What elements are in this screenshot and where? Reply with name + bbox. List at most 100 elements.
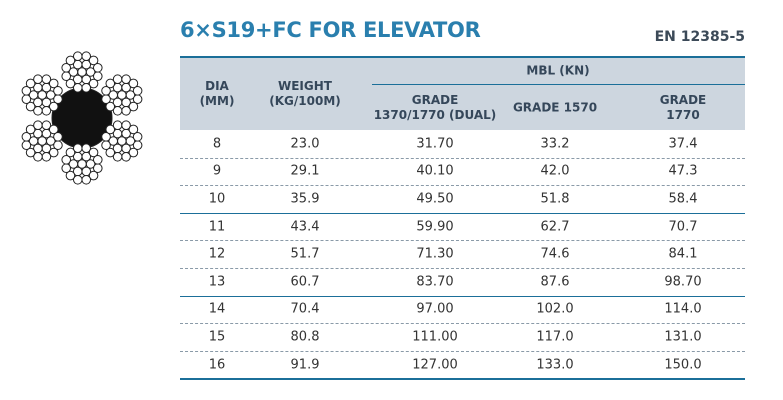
wire <box>121 74 131 85</box>
wire <box>125 90 136 100</box>
wire <box>88 170 99 181</box>
wire <box>101 131 111 142</box>
bottom-border <box>180 378 745 381</box>
wire <box>88 147 99 158</box>
cell: 83.70 <box>416 274 454 290</box>
wire <box>112 105 123 116</box>
row-rule <box>180 323 745 325</box>
cell: 29.1 <box>290 163 320 179</box>
wire <box>65 170 76 181</box>
cell: 131.0 <box>664 329 702 345</box>
wire <box>112 74 123 85</box>
row-rule <box>180 350 745 352</box>
cell: 8 <box>212 136 222 152</box>
wire <box>45 90 56 100</box>
cell: 11 <box>208 219 226 235</box>
cell: 42.0 <box>540 163 570 179</box>
wire <box>41 74 52 85</box>
wire <box>121 120 131 131</box>
rope-illustration <box>21 51 143 185</box>
cell: 97.00 <box>416 301 454 317</box>
header-rule <box>372 84 745 85</box>
wire <box>53 131 63 142</box>
wire <box>28 90 39 100</box>
cell: 84.1 <box>668 246 698 262</box>
wire <box>108 136 119 146</box>
wire <box>25 101 36 112</box>
cell: 16 <box>208 357 226 373</box>
wire <box>33 105 43 116</box>
cell: 150.0 <box>664 357 702 373</box>
title: 6×S19+FC FOR ELEVATOR <box>180 18 481 42</box>
wire <box>25 78 36 89</box>
wire <box>105 101 116 112</box>
wire <box>81 82 92 93</box>
cell: 10 <box>208 191 226 207</box>
wire <box>68 67 79 77</box>
cell: 102.0 <box>536 301 574 317</box>
wire <box>72 143 83 154</box>
wire <box>72 51 83 62</box>
cell: 13 <box>208 274 226 290</box>
column-header: WEIGHT (KG/100M) <box>269 79 341 108</box>
wire <box>72 174 83 185</box>
cell: 9 <box>212 163 222 179</box>
cell: 15 <box>208 329 226 345</box>
cell: 70.7 <box>668 219 698 235</box>
cell: 31.70 <box>416 136 454 152</box>
wire <box>41 120 52 131</box>
row-rule <box>180 157 745 159</box>
wire <box>81 51 92 62</box>
wire <box>53 85 63 96</box>
wire <box>121 151 131 162</box>
wire <box>128 147 139 158</box>
cell: 114.0 <box>664 301 702 317</box>
row-rule <box>180 185 745 187</box>
wire <box>81 143 92 154</box>
standard: EN 12385-5 <box>654 29 745 45</box>
wire <box>105 147 116 158</box>
wire <box>85 159 96 169</box>
wire <box>61 71 72 82</box>
wire <box>105 78 116 89</box>
column-header: GRADE 1570 <box>512 100 598 115</box>
wire <box>92 62 103 73</box>
wire <box>128 78 139 89</box>
wire <box>108 90 119 100</box>
cell: 111.00 <box>412 329 458 345</box>
wire <box>72 82 83 93</box>
wire <box>48 124 59 135</box>
cell: 51.8 <box>540 191 570 207</box>
wire <box>61 163 72 174</box>
wire <box>128 124 139 135</box>
column-header: GRADE 1370/1770 (DUAL) <box>373 93 497 122</box>
cell: 51.7 <box>290 246 320 262</box>
cell: 74.6 <box>540 246 570 262</box>
cell: 58.4 <box>668 191 698 207</box>
row-rule <box>180 268 745 269</box>
wire <box>41 151 52 162</box>
cell: 127.00 <box>412 357 458 373</box>
cell: 14 <box>208 301 226 317</box>
wire <box>101 85 111 96</box>
wire <box>61 154 72 165</box>
wire <box>121 105 131 116</box>
cell: 40.10 <box>416 163 454 179</box>
wire <box>33 120 43 131</box>
wire <box>88 55 99 66</box>
wire <box>41 105 52 116</box>
wire <box>21 94 32 105</box>
cell: 33.2 <box>540 136 570 152</box>
cell: 60.7 <box>290 274 320 290</box>
cell: 49.50 <box>416 191 454 207</box>
wire <box>45 136 56 146</box>
wire <box>61 62 72 73</box>
cell: 59.90 <box>416 219 454 235</box>
cell: 91.9 <box>290 357 320 373</box>
table-header: DIA (MM) WEIGHT (KG/100M) MBL (KN) GRADE… <box>180 56 745 130</box>
wire <box>48 101 59 112</box>
wire <box>92 154 103 165</box>
cell: 35.9 <box>290 191 320 207</box>
wire <box>112 151 123 162</box>
